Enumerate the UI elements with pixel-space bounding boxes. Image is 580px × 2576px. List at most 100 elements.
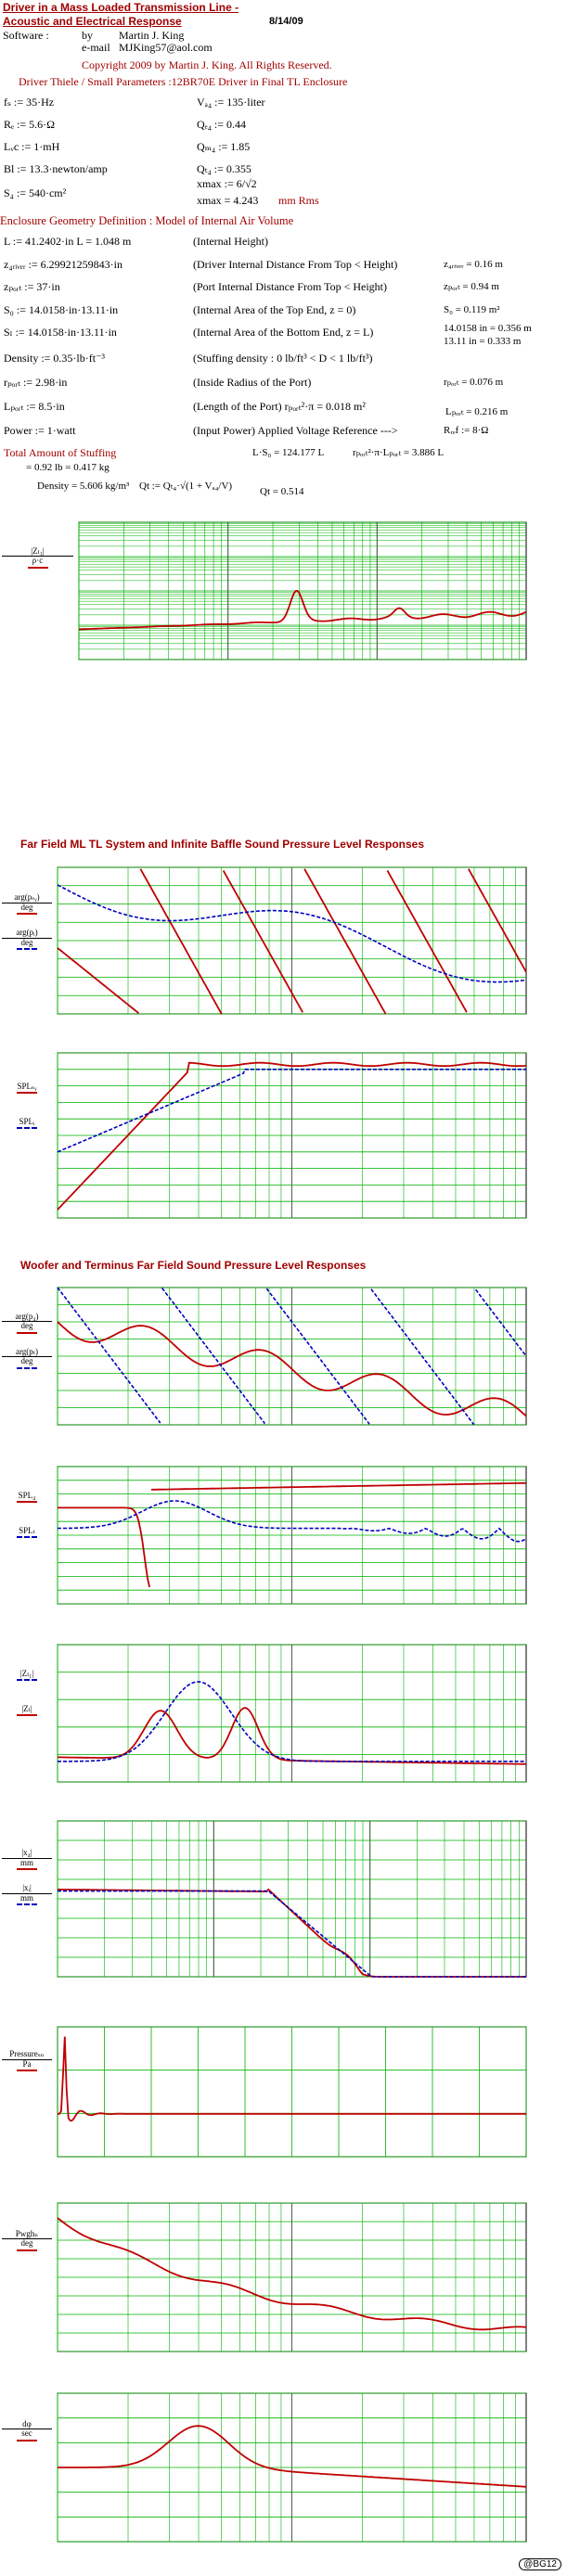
legend-swatch [17, 2249, 37, 2251]
param-qts: Qₜ₄ := 0.355 [197, 162, 251, 175]
param-xmax-val: xmax = 4.243 [197, 194, 259, 207]
chart-phase-angle: Pwghₙ deg [0, 2185, 580, 2370]
legend-swatch [17, 1366, 37, 1369]
param-re: Rₑ := 5.6·Ω [4, 118, 56, 131]
series-line [58, 1500, 527, 1543]
legend-label: |Zₗ₁| [31, 545, 45, 556]
series-line [58, 1481, 526, 1588]
geo-left: S₀ := 14.0158·in·13.11·in [4, 303, 119, 316]
qt-value: Qt = 0.514 [260, 486, 304, 497]
legend-unit: deg [2, 902, 52, 912]
legend-label: arg(pₛᵧ) [14, 892, 40, 903]
series-line [57, 1069, 526, 1153]
chart-svg [57, 1820, 527, 1978]
legend-swatch [17, 1127, 37, 1130]
legend-unit: mm [2, 1857, 52, 1867]
legend-swatch [27, 566, 48, 569]
geo-left: zₚₒᵣₜ := 37·in [4, 280, 60, 293]
series-line [58, 1707, 527, 1765]
legend-swatch [17, 1679, 37, 1682]
legend-label: SPL₄ [18, 1490, 36, 1500]
param-xmax-def: xmax := 6/√2 [197, 177, 257, 190]
legend-label: arg(pₜ) [15, 1346, 39, 1356]
legend-label: |Zₗ| [21, 1703, 32, 1713]
geo-left: Lₚₒᵣₜ := 8.5·in [4, 400, 65, 413]
param-qes: Qₑ₄ := 0.44 [197, 118, 247, 131]
geometry-title: Enclosure Geometry Definition : Model of… [0, 214, 294, 227]
stuffing-title: Total Amount of Stuffing [4, 446, 117, 459]
param-qms: Qₘ₄ := 1.85 [197, 140, 251, 153]
geo-left: Density := 0.35·lb·ft⁻³ [4, 352, 106, 365]
param-sd: S₄ := 540·cm² [4, 186, 67, 199]
legend-swatch [17, 1868, 37, 1871]
legend-unit: deg [2, 1321, 52, 1330]
legend-entry: arg(pₛᵧ) deg [2, 892, 52, 917]
chart-spl-system: SPLₛᵧ SPLᵢ [0, 1044, 580, 1255]
chart-spl-woofer: SPL₄ SPLₜ [0, 1459, 580, 1621]
stuffing-density: Density = 5.606 kg/m³ [37, 481, 130, 492]
series-line [58, 2036, 526, 2121]
qt-definition: Qt := Qₜ₄·√(1 + Vₐ₄/V) [139, 481, 233, 492]
legend-label: arg(p₄) [15, 1311, 39, 1321]
legend-entry: |xᵢ| mm [2, 1883, 52, 1908]
geo-left: rₚₒᵣₜ := 2.98·in [4, 376, 68, 389]
section-title-woofer: Woofer and Terminus Far Field Sound Pres… [20, 1259, 367, 1272]
chart-svg [57, 2202, 527, 2352]
geo-left: Power := 1·watt [4, 424, 76, 437]
chart-svg [57, 1287, 527, 1426]
legend-entry: arg(pᵢ) deg [2, 928, 52, 953]
geo-left: L := 41.2402·in L = 1.048 m [4, 235, 132, 248]
chart-svg [57, 866, 527, 1015]
legend-entry: SPLₜ [2, 1526, 52, 1541]
chart-group-delay: dφ sec [0, 2375, 580, 2560]
legend-entry: |Zₗ| [2, 1703, 52, 1719]
series-line [58, 2425, 527, 2488]
geo-mid: (Internal Area of the Bottom End, z = L) [193, 326, 374, 339]
geo-right: 13.11 in = 0.333 m [444, 336, 522, 347]
param-fs: fₛ := 35·Hz [4, 96, 55, 109]
legend-label: arg(pᵢ) [16, 928, 38, 938]
title-line-2: Acoustic and Electrical Response [3, 15, 182, 28]
legend-entry: arg(p₄) deg [2, 1311, 52, 1337]
legend-unit: ρ·c [2, 556, 73, 565]
geo-mid: (Inside Radius of the Port) [193, 376, 312, 389]
legend-entry: arg(pₜ) deg [2, 1346, 52, 1372]
series-line [57, 1321, 527, 1417]
legend-label: SPLᵢ [19, 1117, 35, 1127]
legend-unit: deg [2, 2238, 52, 2248]
legend-entry: |x₄| mm [2, 1848, 52, 1873]
legend-label: dφ [22, 2418, 32, 2429]
param-xmax-unit: mm Rms [278, 194, 319, 207]
legend-entry: |Zₗ₁| ρ·c [2, 545, 73, 571]
legend-label: Pressureₛₙ [9, 2049, 45, 2059]
legend-swatch [17, 948, 37, 951]
geo-right: 14.0158 in = 0.356 m [444, 323, 532, 334]
legend-label: |x₄| [21, 1848, 32, 1858]
legend-entry: SPLₛᵧ [2, 1082, 52, 1096]
by-label: by [82, 29, 93, 42]
geo-right: Lₚₒᵣₜ = 0.216 m [445, 406, 509, 417]
params-title: Driver Thiele / Small Parameters :12BR70… [19, 75, 348, 88]
legend-entry: Pressureₛₙ Pa [2, 2049, 52, 2074]
legend-unit: sec [2, 2429, 52, 2438]
legend-swatch [17, 1714, 37, 1717]
copyright: Copyright 2009 by Martin J. King. All Ri… [82, 58, 332, 71]
chart-impedance-ohms: |Zₗ₁| |Zₗ| [0, 1637, 580, 1800]
legend-entry: Pwghₙ deg [2, 2229, 52, 2254]
badge: @BG12 [519, 2558, 561, 2570]
email-link[interactable]: MJKing57@aol.com [119, 41, 213, 54]
legend-swatch [17, 1536, 37, 1539]
param-bl: Bl := 13.3·newton/amp [4, 162, 108, 175]
chart-phase-woofer: arg(p₄) deg arg(pₜ) deg [0, 1280, 580, 1442]
geo-mid: (Internal Area of the Top End, z = 0) [193, 303, 356, 316]
legend-entry: SPL₄ [2, 1490, 52, 1506]
title-line-1: Driver in a Mass Loaded Transmission Lin… [3, 1, 239, 14]
legend-swatch [17, 1501, 37, 1504]
geo-left: Sₗ := 14.0158·in·13.11·in [4, 326, 117, 339]
chart-rms-deflection: |x₄| mm |xᵢ| mm [0, 1813, 580, 1999]
author: Martin J. King [119, 29, 185, 42]
software-label: Software : [3, 29, 49, 42]
geo-mid: (Input Power) Applied Voltage Reference … [193, 424, 398, 437]
series-line [57, 884, 527, 983]
legend-entry: |Zₗ₁| [2, 1669, 52, 1684]
